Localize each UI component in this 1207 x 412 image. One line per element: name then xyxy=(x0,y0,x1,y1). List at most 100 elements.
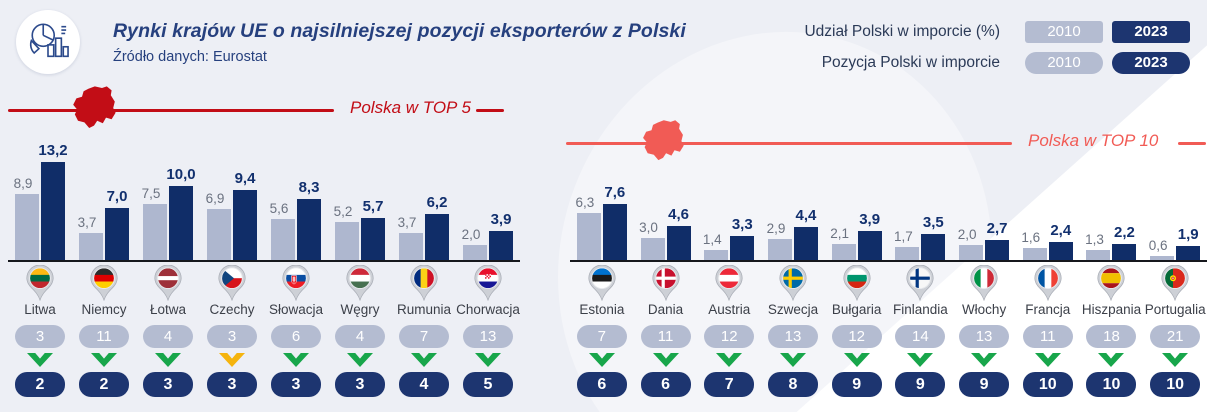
country-name: Portugalia xyxy=(1144,302,1206,317)
legend-row-position: Pozycja Polski w imporcie 2010 2023 xyxy=(804,52,1190,74)
bar-pair: 2,1 3,9 xyxy=(825,150,889,260)
country-name: Finlandia xyxy=(892,302,948,317)
value-2023: 1,9 xyxy=(1177,226,1199,243)
value-2023: 5,7 xyxy=(362,198,384,215)
flag-pin-lv-icon xyxy=(153,264,183,302)
bar-pair: 3,7 7,0 xyxy=(72,150,136,260)
position-2023-pill: 2 xyxy=(79,372,129,397)
bar-2010 xyxy=(831,244,856,260)
bar-pair: 7,5 10,0 xyxy=(136,150,200,260)
position-2023-pill: 2 xyxy=(15,372,65,397)
bar-pair: 1,4 3,3 xyxy=(697,150,761,260)
value-2010: 5,2 xyxy=(333,204,353,219)
position-2023-pill: 10 xyxy=(1086,372,1137,397)
data-source: Źródło danych: Eurostat xyxy=(113,49,267,65)
bar-pair: 8,9 13,2 xyxy=(8,142,72,260)
legend-position-2023-badge: 2023 xyxy=(1112,52,1190,74)
bar-pair: 6,3 7,6 xyxy=(570,150,634,260)
value-2010: 2,0 xyxy=(461,227,481,242)
position-2023-pill: 9 xyxy=(831,372,882,397)
chevron-down-icon xyxy=(91,353,117,367)
country-name: Estonia xyxy=(579,302,625,317)
country-name: Chorwacja xyxy=(456,302,520,317)
country-name: Łotwa xyxy=(149,302,187,317)
flag-pin-de-icon xyxy=(89,264,119,302)
value-2023: 3,9 xyxy=(859,211,881,228)
bar-2023 xyxy=(361,218,385,260)
bar-2023 xyxy=(666,226,691,260)
flag-pin-lt-icon xyxy=(25,264,55,302)
chevron-down-icon xyxy=(1162,353,1189,367)
position-2023-pill: 6 xyxy=(576,372,627,397)
bar-pair: 1,6 2,4 xyxy=(1016,150,1080,260)
bar-2010 xyxy=(335,222,359,260)
bar-pair: 1,7 3,5 xyxy=(889,150,953,260)
country-column: 7,5 10,0 Łotwa 4 3 xyxy=(136,150,200,397)
value-2023: 9,4 xyxy=(234,170,256,187)
country-name: Słowacja xyxy=(268,302,324,317)
top5-group-label: Polska w TOP 5 xyxy=(350,98,471,117)
bar-2010 xyxy=(576,213,601,260)
country-column: 3,7 6,2 Rumunia 7 4 xyxy=(392,150,456,397)
country-column: 5,2 5,7 Węgry 4 3 xyxy=(328,150,392,397)
bar-2023 xyxy=(602,204,627,260)
position-2010-pill: 11 xyxy=(79,325,129,348)
value-2023: 3,3 xyxy=(731,216,753,233)
position-2010-pill: 13 xyxy=(463,325,513,348)
position-2023-pill: 6 xyxy=(640,372,691,397)
position-2010-pill: 12 xyxy=(831,325,882,348)
legend-share-2023-badge: 2023 xyxy=(1112,21,1190,43)
country-column: 1,3 2,2 Hiszpania 18 10 xyxy=(1080,150,1144,397)
top5-baseline xyxy=(8,260,520,262)
bar-2010 xyxy=(704,250,729,260)
value-2010: 1,4 xyxy=(702,232,722,247)
position-2023-pill: 10 xyxy=(1022,372,1073,397)
pie-bar-chart-icon-svg xyxy=(29,23,69,58)
value-2023: 10,0 xyxy=(166,166,196,183)
value-2023: 4,6 xyxy=(668,206,689,223)
value-2010: 3,7 xyxy=(397,215,417,230)
legend-share-2010-badge: 2010 xyxy=(1025,21,1103,43)
country-name: Rumunia xyxy=(396,302,452,317)
bar-pair: 2,0 3,9 xyxy=(456,150,520,260)
country-name: Niemcy xyxy=(81,302,127,317)
country-column: 3,0 4,6 Dania 11 6 xyxy=(634,150,698,397)
value-2010: 5,6 xyxy=(269,201,289,216)
country-column: 3,7 7,0 Niemcy 11 2 xyxy=(72,150,136,397)
value-2023: 3,5 xyxy=(922,214,944,231)
flag-pin-fi-icon xyxy=(905,264,935,302)
value-2023: 2,2 xyxy=(1114,224,1135,241)
flag-pin-bg-icon xyxy=(842,264,872,302)
position-2010-pill: 21 xyxy=(1150,325,1201,348)
bar-pair: 3,7 6,2 xyxy=(392,150,456,260)
position-2010-pill: 13 xyxy=(767,325,818,348)
position-2010-pill: 3 xyxy=(207,325,257,348)
bar-2010 xyxy=(1086,250,1111,260)
flag-pin-at-icon xyxy=(714,264,744,302)
bar-pair: 1,3 2,2 xyxy=(1080,150,1144,260)
flag-pin-ee-icon xyxy=(587,264,617,302)
position-2010-pill: 14 xyxy=(895,325,946,348)
bar-pair: 3,0 4,6 xyxy=(634,150,698,260)
position-2010-pill: 12 xyxy=(704,325,755,348)
country-column: 2,0 2,7 Włochy 13 9 xyxy=(952,150,1016,397)
position-2010-pill: 4 xyxy=(143,325,193,348)
chevron-down-icon xyxy=(1098,353,1125,367)
flag-pin-cz-icon xyxy=(217,264,247,302)
bar-2023 xyxy=(425,214,449,260)
country-column: 1,7 3,5 Finlandia 14 9 xyxy=(889,150,953,397)
position-2010-pill: 3 xyxy=(15,325,65,348)
flag-pin-it-icon xyxy=(969,264,999,302)
position-2023-pill: 10 xyxy=(1150,372,1201,397)
bar-pair: 5,6 8,3 xyxy=(264,150,328,260)
country-name: Litwa xyxy=(24,302,56,317)
chevron-down-icon xyxy=(27,353,53,367)
top10-rule-line xyxy=(566,142,1012,145)
top10-baseline xyxy=(570,260,1207,262)
value-2010: 8,9 xyxy=(13,176,33,191)
flag-pin-ro-icon xyxy=(409,264,439,302)
bar-2023 xyxy=(793,227,818,260)
position-2010-pill: 13 xyxy=(959,325,1010,348)
value-2010: 7,5 xyxy=(141,186,161,201)
chevron-down-icon xyxy=(716,353,743,367)
